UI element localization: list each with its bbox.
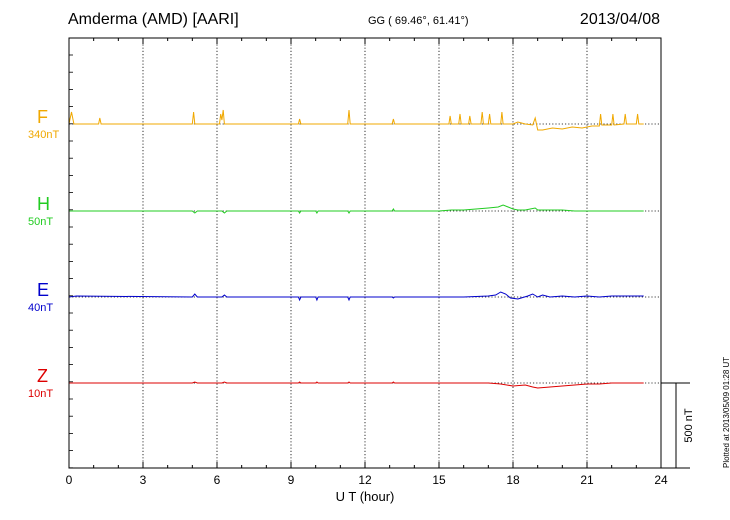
xtick-label-24: 24: [654, 473, 668, 487]
series-line-H: [69, 204, 644, 214]
series-line-F: [68, 109, 644, 131]
scale-bar-label: 500 nT: [683, 408, 695, 443]
xtick-label-3: 3: [140, 473, 147, 487]
component-scale-Z: 10nT: [28, 388, 54, 400]
component-label-E: E: [37, 280, 50, 300]
x-axis-label: U T (hour): [336, 489, 395, 504]
station-coordinates: GG ( 69.46°, 61.41°): [368, 15, 469, 27]
series-line-E: [68, 291, 644, 302]
plotted-timestamp: Plotted at 2013/05/09 01:28 UT: [722, 356, 730, 468]
component-scale-F: 340nT: [28, 129, 60, 141]
component-label-F: F: [37, 107, 48, 127]
xtick-label-9: 9: [288, 473, 295, 487]
plot-date: 2013/04/08: [579, 11, 660, 28]
xtick-label-18: 18: [506, 473, 520, 487]
xtick-label-12: 12: [358, 473, 372, 487]
xtick-label-15: 15: [432, 473, 446, 487]
xtick-label-21: 21: [580, 473, 594, 487]
series-line-Z: [69, 381, 644, 389]
xtick-label-6: 6: [214, 473, 221, 487]
component-label-Z: Z: [37, 366, 48, 386]
component-label-H: H: [37, 194, 50, 214]
station-title: Amderma (AMD) [AARI]: [68, 11, 239, 28]
xtick-label-0: 0: [66, 473, 73, 487]
component-scale-E: 40nT: [28, 302, 54, 314]
component-scale-H: 50nT: [28, 216, 54, 228]
